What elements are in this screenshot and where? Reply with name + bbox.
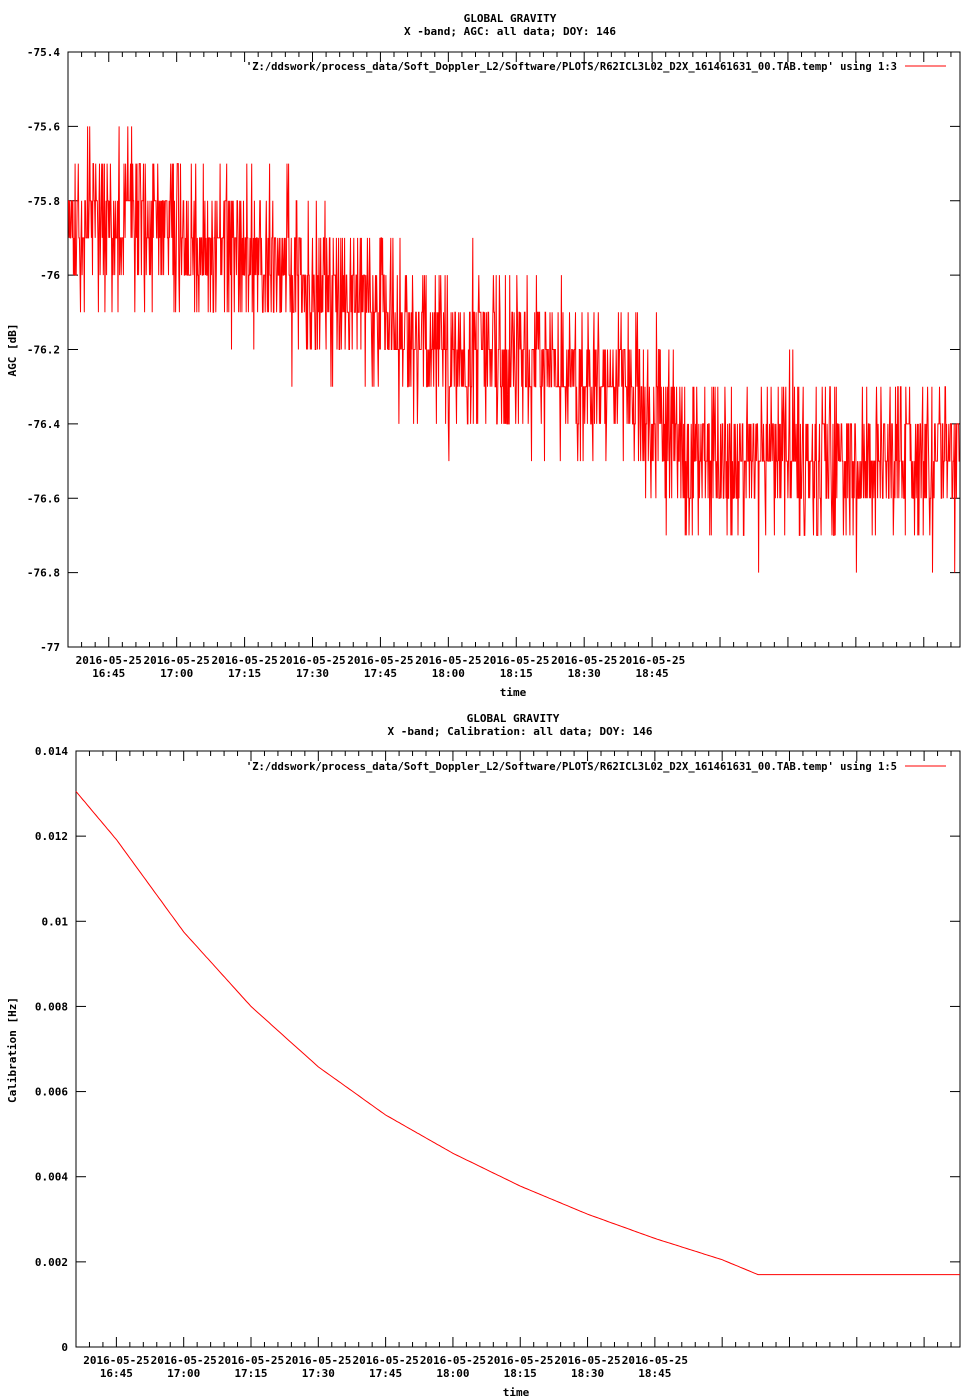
legend-label: 'Z:/ddswork/process_data/Soft_Doppler_L2… — [246, 61, 897, 73]
x-tick-date: 2016-05-25 — [619, 654, 685, 667]
series-group — [68, 126, 960, 573]
x-tick-date: 2016-05-25 — [483, 654, 549, 667]
x-tick-time: 17:00 — [167, 1367, 200, 1380]
x-tick-date: 2016-05-25 — [554, 1354, 620, 1367]
x-tick-date: 2016-05-25 — [347, 654, 413, 667]
x-tick-time: 18:00 — [432, 667, 465, 680]
y-tick-label: 0.014 — [35, 745, 68, 758]
y-tick-label: -75.8 — [27, 195, 60, 208]
x-tick-time: 18:15 — [504, 1367, 537, 1380]
x-axis-label: time — [500, 686, 527, 699]
plot-frame — [67, 51, 961, 648]
x-tick-time: 16:45 — [92, 667, 125, 680]
y-axis-label: AGC [dB] — [6, 324, 19, 377]
y-tick-label: 0.004 — [35, 1171, 68, 1184]
x-tick-time: 18:45 — [638, 1367, 671, 1380]
series-line — [75, 791, 960, 1276]
y-tick-label: -77 — [40, 641, 60, 654]
y-tick-label: -76.8 — [27, 567, 60, 580]
y-tick-label: -75.6 — [27, 120, 60, 133]
x-tick-time: 17:45 — [369, 1367, 402, 1380]
y-tick-label: 0.008 — [35, 1000, 68, 1013]
calibration-chart: GLOBAL GRAVITY X -band; Calibration: all… — [6, 712, 961, 1399]
chart-title: GLOBAL GRAVITY — [464, 12, 557, 25]
x-tick-time: 18:00 — [436, 1367, 469, 1380]
y-tick-label: -75.4 — [27, 46, 60, 59]
x-tick-time: 17:30 — [302, 1367, 335, 1380]
agc-chart: GLOBAL GRAVITY X -band; AGC: all data; D… — [6, 12, 961, 699]
x-tick-date: 2016-05-25 — [218, 1354, 284, 1367]
x-tick-time: 16:45 — [100, 1367, 133, 1380]
x-ticks: 2016-05-2516:452016-05-2517:002016-05-25… — [75, 751, 952, 1380]
y-tick-label: 0 — [61, 1341, 68, 1354]
x-tick-time: 18:15 — [500, 667, 533, 680]
x-tick-date: 2016-05-25 — [83, 1354, 149, 1367]
y-tick-label: -76.6 — [27, 492, 60, 505]
y-tick-label: 0.002 — [35, 1256, 68, 1269]
y-tick-label: 0.012 — [35, 830, 68, 843]
x-tick-time: 17:15 — [234, 1367, 267, 1380]
y-tick-label: 0.006 — [35, 1086, 68, 1099]
x-tick-time: 18:30 — [571, 1367, 604, 1380]
y-tick-label: 0.01 — [42, 915, 69, 928]
y-ticks: 0.014 0.012 0.01 0.008 0.006 0.004 0.002 0 — [35, 745, 960, 1354]
x-tick-date: 2016-05-25 — [353, 1354, 419, 1367]
chart-subtitle: X -band; Calibration: all data; DOY: 146 — [388, 725, 653, 738]
x-axis-label: time — [503, 1386, 530, 1399]
x-tick-time: 17:30 — [296, 667, 329, 680]
x-ticks: 2016-05-2516:452016-05-2517:002016-05-25… — [67, 52, 952, 680]
x-tick-date: 2016-05-25 — [211, 654, 277, 667]
y-tick-label: -76.2 — [27, 344, 60, 357]
x-tick-date: 2016-05-25 — [285, 1354, 351, 1367]
y-tick-label: -76.4 — [27, 418, 60, 431]
x-tick-time: 17:45 — [364, 667, 397, 680]
x-tick-date: 2016-05-25 — [415, 654, 481, 667]
chart-title: GLOBAL GRAVITY — [467, 712, 560, 725]
x-tick-date: 2016-05-25 — [144, 654, 210, 667]
x-tick-time: 18:30 — [568, 667, 601, 680]
x-tick-date: 2016-05-25 — [551, 654, 617, 667]
x-tick-time: 17:15 — [228, 667, 261, 680]
x-tick-time: 18:45 — [636, 667, 669, 680]
x-tick-date: 2016-05-25 — [279, 654, 345, 667]
series-line — [68, 126, 960, 573]
x-tick-date: 2016-05-25 — [487, 1354, 553, 1367]
plot-frame — [75, 750, 961, 1348]
y-axis-label: Calibration [Hz] — [6, 997, 19, 1103]
x-tick-date: 2016-05-25 — [420, 1354, 486, 1367]
series-group — [75, 791, 960, 1276]
chart-subtitle: X -band; AGC: all data; DOY: 146 — [404, 25, 616, 38]
x-tick-date: 2016-05-25 — [76, 654, 142, 667]
y-tick-label: -76 — [40, 269, 60, 282]
legend-label: 'Z:/ddswork/process_data/Soft_Doppler_L2… — [246, 761, 897, 773]
x-tick-date: 2016-05-25 — [151, 1354, 217, 1367]
y-ticks: -75.4 -75.6 -75.8 -76 -76.2 -76.4 -76.6 -76.8 -7… — [27, 46, 960, 654]
x-tick-date: 2016-05-25 — [622, 1354, 688, 1367]
x-tick-time: 17:00 — [160, 667, 193, 680]
